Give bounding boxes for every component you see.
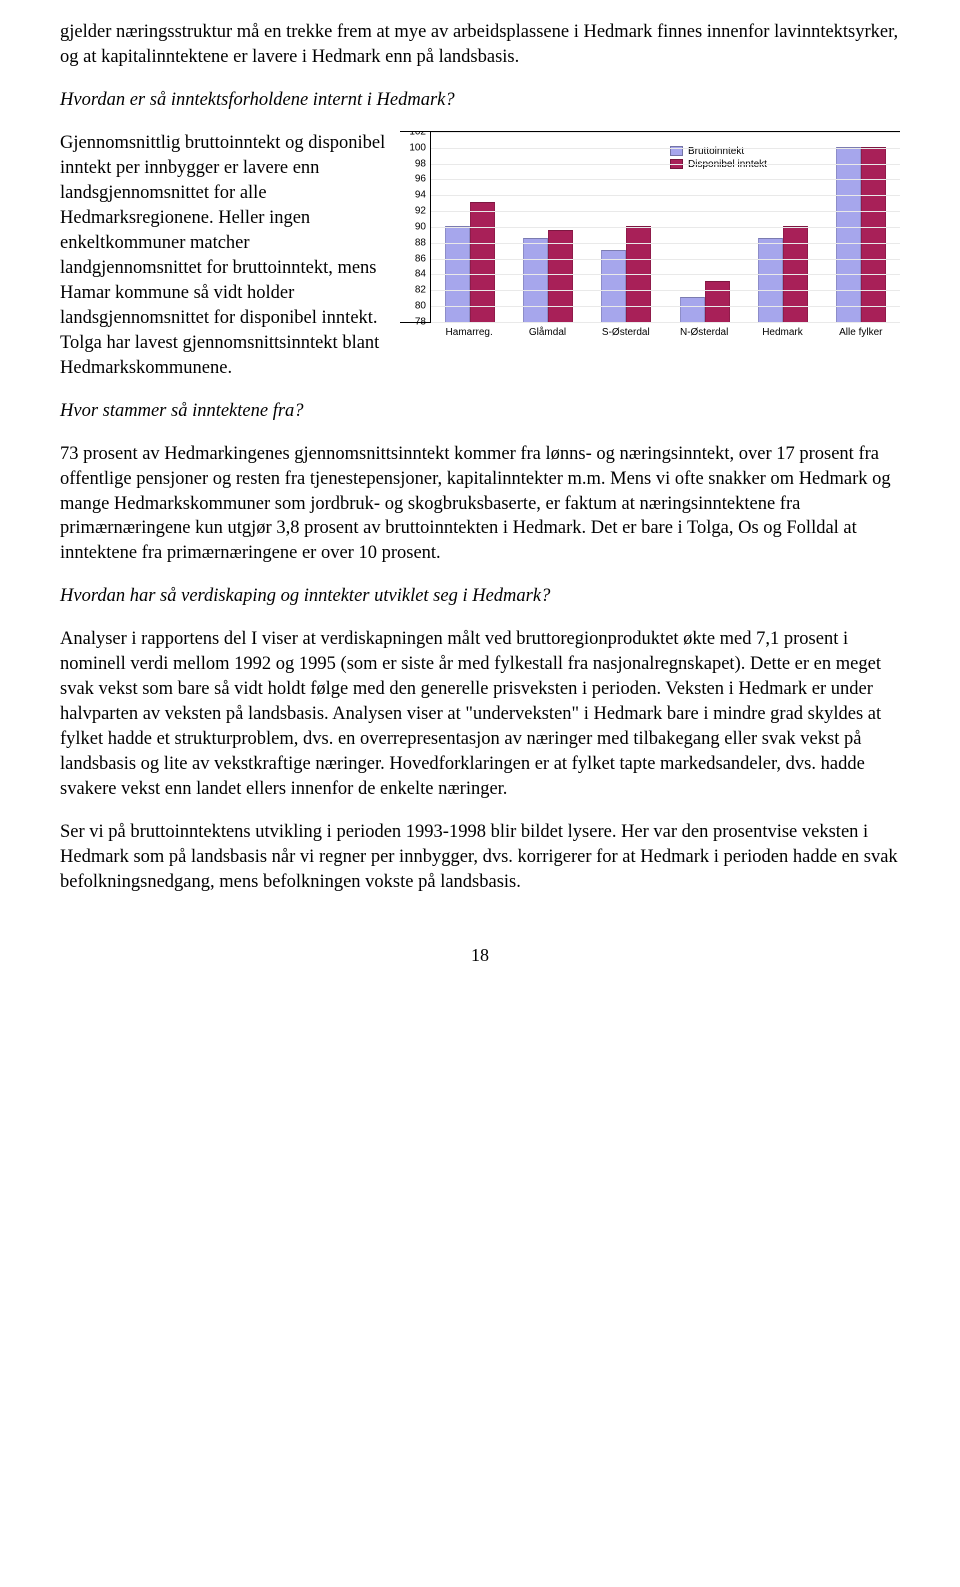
bar: [470, 202, 495, 322]
text-with-chart-flow: 78 80 82 84 86 88 90 92 94 96 98 100 102 Bruttoinnte…: [60, 131, 900, 399]
gridline: [431, 259, 900, 260]
paragraph: Ser vi på bruttoinntektens utvikling i p…: [60, 820, 900, 895]
y-tick-label: 94: [415, 190, 426, 201]
x-tick-label: N-Østerdal: [665, 327, 743, 338]
paragraph: Analyser i rapportens del I viser at ver…: [60, 627, 900, 802]
bar: [680, 297, 705, 322]
gridline: [431, 243, 900, 244]
y-tick-label: 100: [409, 142, 426, 153]
y-axis: 7880828486889092949698100102: [400, 132, 430, 322]
question-heading: Hvor stammer så inntektene fra?: [60, 399, 900, 424]
bar: [861, 147, 886, 322]
y-tick-label: 90: [415, 221, 426, 232]
income-chart: 78 80 82 84 86 88 90 92 94 96 98 100 102 Bruttoinnte…: [400, 131, 900, 338]
gridline: [431, 164, 900, 165]
gridline: [431, 290, 900, 291]
x-tick-label: Hedmark: [743, 327, 821, 338]
x-tick-label: Glåmdal: [508, 327, 586, 338]
gridline: [431, 211, 900, 212]
page-number: 18: [60, 945, 900, 966]
gridline: [431, 227, 900, 228]
x-tick-label: Hamarreg.: [430, 327, 508, 338]
question-heading: Hvordan er så inntektsforholdene internt…: [60, 88, 900, 113]
gridline: [431, 306, 900, 307]
bar: [836, 147, 861, 322]
document-page: gjelder næringsstruktur må en trekke fre…: [0, 0, 960, 1006]
y-tick-label: 86: [415, 253, 426, 264]
bar: [705, 281, 730, 322]
x-axis-labels: Hamarreg.GlåmdalS-ØsterdalN-ØsterdalHedm…: [430, 327, 900, 338]
bar: [601, 250, 626, 322]
gridline: [431, 322, 900, 323]
gridline: [431, 179, 900, 180]
chart-plot-area: 7880828486889092949698100102 Bruttoinnte…: [400, 131, 900, 323]
gridline: [431, 148, 900, 149]
bar: [523, 238, 548, 322]
y-tick-label: 98: [415, 158, 426, 169]
paragraph: gjelder næringsstruktur må en trekke fre…: [60, 20, 900, 70]
y-tick-label: 80: [415, 301, 426, 312]
y-tick-label: 78: [415, 316, 426, 327]
y-tick-label: 82: [415, 285, 426, 296]
y-tick-label: 84: [415, 269, 426, 280]
gridline: [431, 132, 900, 133]
y-tick-label: 88: [415, 237, 426, 248]
gridline: [431, 274, 900, 275]
y-tick-label: 96: [415, 174, 426, 185]
bar: [758, 238, 783, 322]
question-heading: Hvordan har så verdiskaping og inntekter…: [60, 584, 900, 609]
y-tick-label: 92: [415, 206, 426, 217]
x-tick-label: Alle fylker: [822, 327, 900, 338]
gridline: [431, 195, 900, 196]
paragraph: 73 prosent av Hedmarkingenes gjennomsnit…: [60, 442, 900, 567]
plot-region: Bruttoinntekt Disponibel inntekt: [430, 132, 900, 322]
x-tick-label: S-Østerdal: [587, 327, 665, 338]
y-tick-label: 102: [409, 131, 426, 138]
